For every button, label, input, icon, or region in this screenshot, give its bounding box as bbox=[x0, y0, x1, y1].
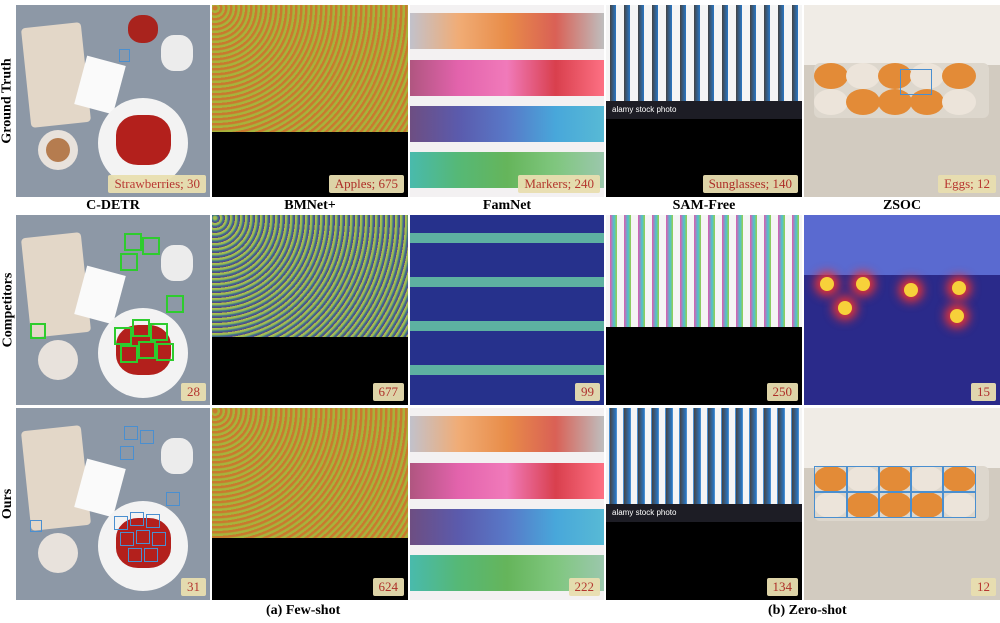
count-badge: Sunglasses; 140 bbox=[702, 175, 798, 193]
count-badge: 28 bbox=[181, 383, 206, 401]
ours-sunglasses-image: alamy stock photo 134 bbox=[606, 408, 802, 600]
count-badge: 134 bbox=[766, 578, 798, 596]
count-badge: 250 bbox=[766, 383, 798, 401]
header-famnet: FamNet bbox=[482, 198, 532, 213]
count-badge: 31 bbox=[181, 578, 206, 596]
ours-strawberries-image: 31 bbox=[16, 408, 210, 600]
count-badge: 677 bbox=[372, 383, 404, 401]
count-badge: 624 bbox=[372, 578, 404, 596]
ours-apples-image: 624 bbox=[212, 408, 408, 600]
header-bmnet-plus: BMNet+ bbox=[284, 198, 336, 213]
comp-sunglasses-image: 250 bbox=[606, 215, 802, 405]
gt-markers-image: Markers; 240 bbox=[410, 5, 604, 197]
count-badge: Strawberries; 30 bbox=[108, 175, 206, 193]
count-badge: 12 bbox=[971, 578, 996, 596]
gt-eggs-image: Eggs; 12 bbox=[804, 5, 1000, 197]
row-label-ground-truth: Ground Truth bbox=[0, 58, 16, 144]
caption-few-shot: (a) Few-shot bbox=[266, 603, 341, 618]
header-zsoc: ZSOC bbox=[882, 198, 922, 213]
count-badge: Eggs; 12 bbox=[938, 175, 996, 193]
caption-zero-shot: (b) Zero-shot bbox=[768, 603, 847, 618]
comp-apples-image: 677 bbox=[212, 215, 408, 405]
gt-sunglasses-image: alamy stock photo Sunglasses; 140 bbox=[606, 5, 802, 197]
ours-eggs-image: 12 bbox=[804, 408, 1000, 600]
header-sam-free: SAM-Free bbox=[672, 198, 736, 213]
ours-markers-image: 222 bbox=[410, 408, 604, 600]
count-badge: Apples; 675 bbox=[328, 175, 404, 193]
count-badge: 15 bbox=[971, 383, 996, 401]
comp-markers-image: 99 bbox=[410, 215, 604, 405]
header-c-detr: C-DETR bbox=[86, 198, 140, 213]
gt-apples-image: Apples; 675 bbox=[212, 5, 408, 197]
row-label-competitors: Competitors bbox=[0, 272, 15, 348]
gt-strawberries-image: Strawberries; 30 bbox=[16, 5, 210, 197]
count-badge: 99 bbox=[575, 383, 600, 401]
comp-strawberries-image: 28 bbox=[16, 215, 210, 405]
count-badge: Markers; 240 bbox=[518, 175, 600, 193]
comp-eggs-image: 15 bbox=[804, 215, 1000, 405]
row-label-ours: Ours bbox=[0, 488, 15, 520]
count-badge: 222 bbox=[568, 578, 600, 596]
